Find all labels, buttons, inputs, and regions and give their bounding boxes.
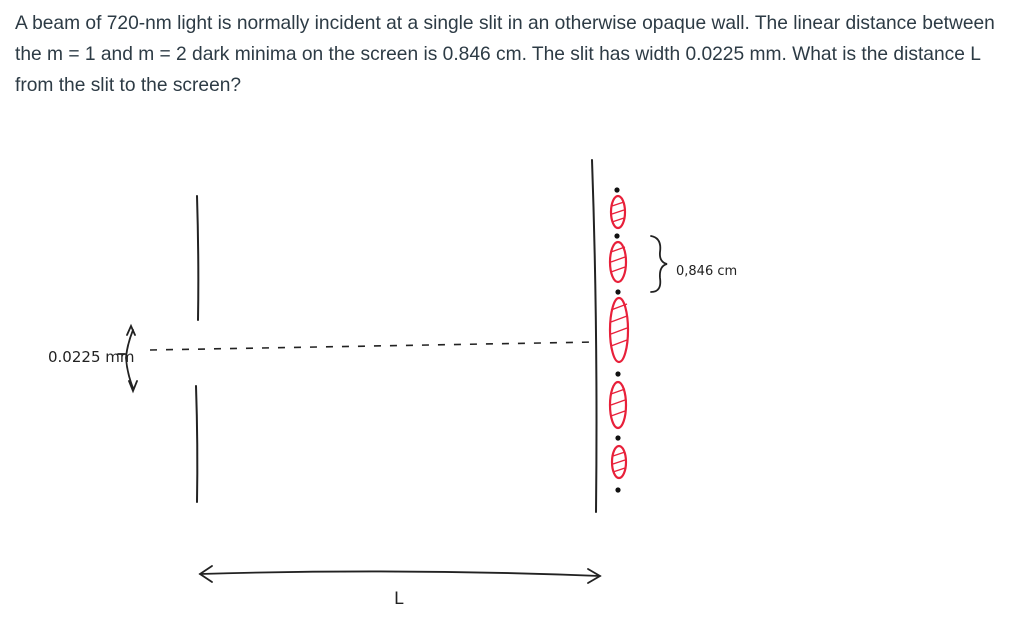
- slit-wall-upper: [196, 195, 200, 321]
- fringe: [608, 380, 628, 430]
- minima-spacing-label: 0,846 cm: [676, 264, 737, 279]
- slit-width-label: 0.0225 mm: [48, 348, 134, 366]
- minimum-dot: [614, 233, 620, 239]
- minimum-dot: [615, 289, 621, 295]
- minimum-dot: [614, 187, 620, 193]
- minimum-dot: [615, 487, 621, 493]
- fringe-hatching: [610, 201, 628, 473]
- slit-width-bracket: [117, 323, 138, 394]
- minimum-dot: [615, 435, 621, 441]
- central-axis-dashed: [149, 341, 597, 351]
- fringe: [609, 194, 627, 230]
- slit-wall-lower: [195, 385, 199, 503]
- fringe: [610, 444, 628, 480]
- distance-arrow: [198, 565, 602, 584]
- viewing-screen: [591, 159, 598, 513]
- distance-label: L: [394, 589, 404, 609]
- fringe-pattern: [608, 194, 630, 480]
- problem-statement: A beam of 720-nm light is normally incid…: [15, 13, 995, 96]
- fringe: [608, 240, 628, 284]
- minima-spacing-brace: [650, 235, 668, 293]
- fringe: [608, 296, 630, 364]
- dark-minima-dots: [614, 187, 621, 493]
- slit-wall: [195, 195, 200, 503]
- minimum-dot: [615, 371, 621, 377]
